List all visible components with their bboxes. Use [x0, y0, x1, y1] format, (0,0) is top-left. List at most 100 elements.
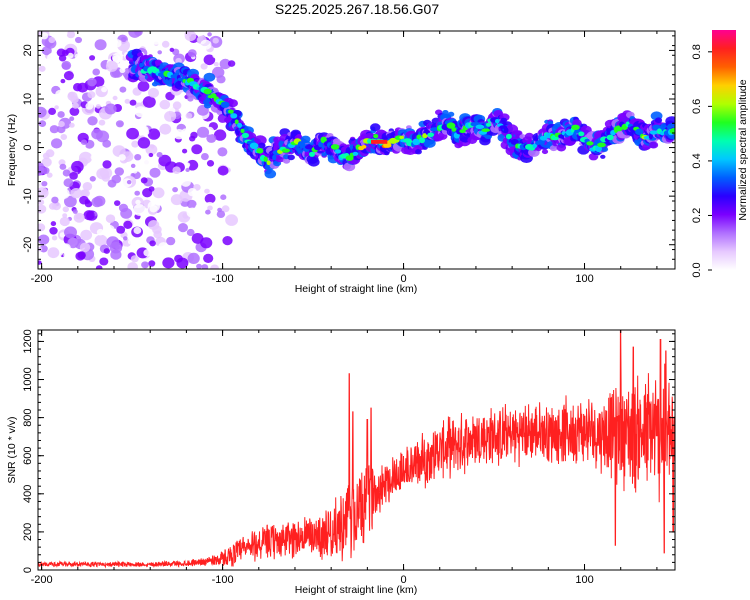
spectrogram-noise-blob	[149, 205, 158, 213]
spectrogram-noise-blob	[174, 240, 182, 247]
spectrogram-noise-blob	[47, 52, 60, 64]
spectrogram-noise-blob	[69, 107, 80, 116]
spectrogram-noise-blob	[169, 174, 177, 182]
spectrogram-noise-blob	[80, 189, 89, 198]
spectrogram-noise-blob	[210, 264, 219, 269]
y-tick-label: 0	[22, 145, 34, 151]
snr-panel: -200 -100 0 100 0 200 400 600 800 1000 1200 Heigh…	[6, 329, 676, 596]
spectrogram-ridge-blob	[649, 141, 659, 149]
spectrogram-ridge-core	[281, 148, 290, 153]
spectrogram-noise-blob	[154, 139, 167, 151]
spectrogram-noise-blob	[62, 206, 69, 213]
spectrogram-y-ticks: -20 -10 0 10 20	[22, 35, 675, 270]
spectrogram-ridge-blob	[500, 117, 507, 123]
spectrogram-ridge-blob	[524, 132, 534, 140]
spectrogram-noise-blob	[105, 60, 118, 72]
spectrogram-noise-blob	[67, 52, 74, 59]
spectrogram-noise-blob	[51, 138, 63, 149]
spectrogram-noise-blob	[134, 106, 148, 118]
spectrogram-noise-blob	[45, 65, 58, 77]
spectrogram-noise-blob	[114, 185, 128, 197]
spectrogram-noise-blob	[148, 152, 154, 158]
spectrogram-noise-blob	[91, 197, 103, 208]
spectrogram-noise-blob	[60, 134, 68, 140]
spectrogram-noise-blob	[206, 160, 215, 167]
spectrogram-ridge-core	[532, 143, 538, 149]
spectrogram-noise-blob	[186, 207, 198, 218]
spectrogram-noise-blob	[142, 96, 156, 108]
spectrogram-ridge-core	[586, 141, 594, 146]
spectrogram-noise-blob	[41, 181, 48, 187]
spectrogram-noise-blob	[143, 249, 152, 257]
spectrogram-ridge-blob	[227, 99, 238, 108]
spectrogram-noise-blob	[60, 78, 66, 84]
spectrogram-noise-blob	[50, 221, 57, 227]
spectrogram-noise-blob	[131, 167, 138, 174]
spectrogram-noise-blob	[212, 37, 219, 44]
spectrogram-noise-blob	[52, 202, 61, 211]
spectrogram-noise-blob	[187, 102, 198, 112]
spectrogram-ridge-core	[263, 156, 268, 162]
y-tick-label: 10	[22, 93, 34, 105]
spectrogram-ridge-core	[536, 140, 546, 145]
spectrogram-noise-blob	[80, 51, 90, 60]
spectrogram-noise-blob	[213, 61, 219, 67]
spectrogram-noise-blob	[200, 63, 208, 70]
spectrogram-noise-blob	[200, 39, 212, 50]
spectrogram-noise-blob	[41, 157, 52, 167]
spectrogram-noise-blob	[59, 163, 67, 170]
spectrogram-noise-blob	[64, 195, 77, 208]
spectrogram-noise-blob	[62, 213, 68, 218]
spectrogram-noise-blob	[134, 154, 142, 161]
x-tick-label: -200	[31, 574, 53, 586]
spectrogram-noise-blob	[87, 91, 96, 99]
spectrogram-noise-blob	[38, 65, 46, 72]
spectrogram-noise-blob	[186, 159, 199, 171]
spectrogram-noise-blob	[95, 265, 103, 269]
spectrogram-noise-blob	[172, 166, 181, 174]
spectrogram-ridge-blob	[287, 154, 295, 161]
spectrogram-noise-blob	[134, 31, 143, 36]
spectrogram-noise-blob	[148, 186, 155, 192]
spectrogram-noise-blob	[213, 129, 227, 141]
spectrogram-ridge-blob	[556, 144, 567, 152]
spectrogram-noise-blob	[38, 106, 47, 118]
spectrogram-ridge-blob	[601, 146, 609, 152]
spectrogram-noise-blob	[137, 81, 150, 92]
colorbar-gradient	[712, 30, 736, 270]
spectrogram-noise-blob	[120, 208, 133, 219]
spectrogram-noise-blob	[69, 172, 78, 180]
spectrogram-noise-blob	[123, 236, 128, 241]
spectrogram-noise-blob	[75, 251, 86, 261]
spectrogram-noise-blob	[59, 232, 66, 238]
spectrogram-noise-blob	[176, 257, 189, 269]
spectrogram-noise-blob	[126, 127, 139, 140]
spectrogram-noise-blob	[58, 121, 65, 128]
spectrogram-noise-blob	[59, 216, 70, 227]
spectrogram-noise-blob	[79, 242, 91, 253]
spectrogram-noise-blob	[105, 125, 111, 131]
spectrogram-noise-blob	[150, 139, 155, 144]
spectrogram-ridge-core	[241, 132, 249, 138]
spectrogram-noise-blob	[157, 50, 162, 55]
spectrogram-noise-blob	[115, 120, 124, 128]
spectrogram-noise-blob	[161, 40, 170, 48]
spectrogram-noise-blob	[62, 169, 71, 177]
spectrogram-ridge-core	[451, 127, 457, 132]
spectrogram-noise-blob	[137, 137, 151, 149]
spectrogram-ridge-core	[228, 109, 234, 114]
colorbar-ticks: 0.0 0.2 0.4 0.6 0.8	[691, 44, 712, 278]
spectrogram-ridge-core	[334, 149, 342, 154]
spectrogram-ridge-core	[309, 151, 315, 157]
colorbar: 0.0 0.2 0.4 0.6 0.8 Normalized spectral ampl…	[691, 30, 749, 278]
x-tick-label: 100	[575, 273, 593, 285]
spectrogram-noise-blob	[85, 102, 94, 110]
spectrogram-ridge-blob	[447, 111, 455, 117]
spectrogram-noise-blob	[169, 47, 175, 53]
spectrogram-noise-blob	[159, 99, 171, 110]
y-tick-label: -10	[22, 188, 34, 204]
spectrogram-noise-blob	[101, 174, 110, 182]
spectrogram-ridge-core	[272, 154, 277, 161]
spectrogram-noise-blob	[150, 144, 155, 149]
y-tick-label: 200	[22, 523, 34, 541]
